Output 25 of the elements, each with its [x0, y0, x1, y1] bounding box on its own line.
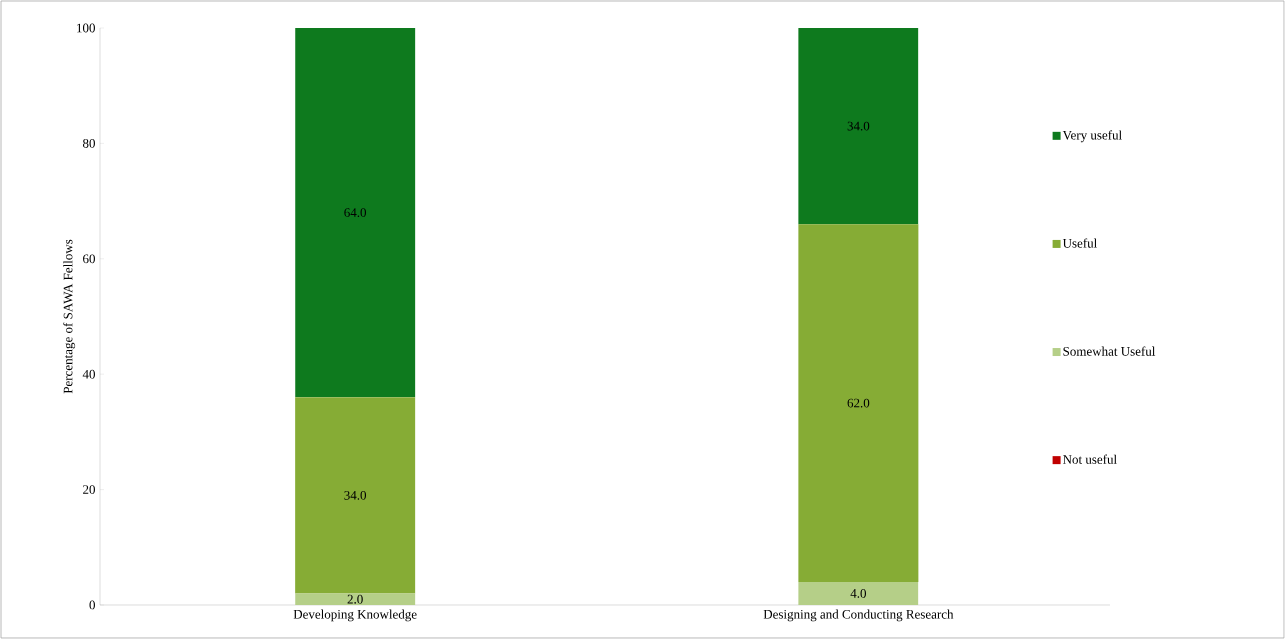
legend-label: Not useful [1062, 454, 1117, 464]
y-tick-label: 0 [89, 600, 95, 610]
y-tick-label: 80 [82, 139, 95, 148]
data-label: 64.0 [344, 208, 367, 218]
legend-label: Somewhat Useful [1063, 346, 1156, 356]
bar [295, 27, 416, 398]
legend-label: Very useful [1062, 130, 1122, 143]
legend-label: Useful [1062, 238, 1097, 248]
bar [798, 581, 919, 605]
y-axis-title: Percentage of SAWA Fellows [63, 239, 76, 394]
x-tick-label: Developing Knowledge [293, 609, 417, 622]
y-tick-label: 100 [77, 23, 95, 33]
data-label: 34.0 [847, 121, 870, 131]
y-tick-label: 60 [83, 254, 95, 264]
bar [295, 397, 416, 594]
y-tick-label: 40 [82, 369, 95, 379]
data-label: 34.0 [344, 490, 367, 500]
data-label: 4.0 [850, 589, 867, 598]
data-label: 62.0 [847, 398, 870, 408]
y-tick-label: 20 [83, 485, 95, 494]
bar [295, 593, 416, 605]
x-tick-label: Designing and Conducting Research [763, 609, 954, 622]
data-label: 2.0 [347, 594, 363, 604]
bar [798, 224, 919, 582]
bar [798, 27, 919, 225]
